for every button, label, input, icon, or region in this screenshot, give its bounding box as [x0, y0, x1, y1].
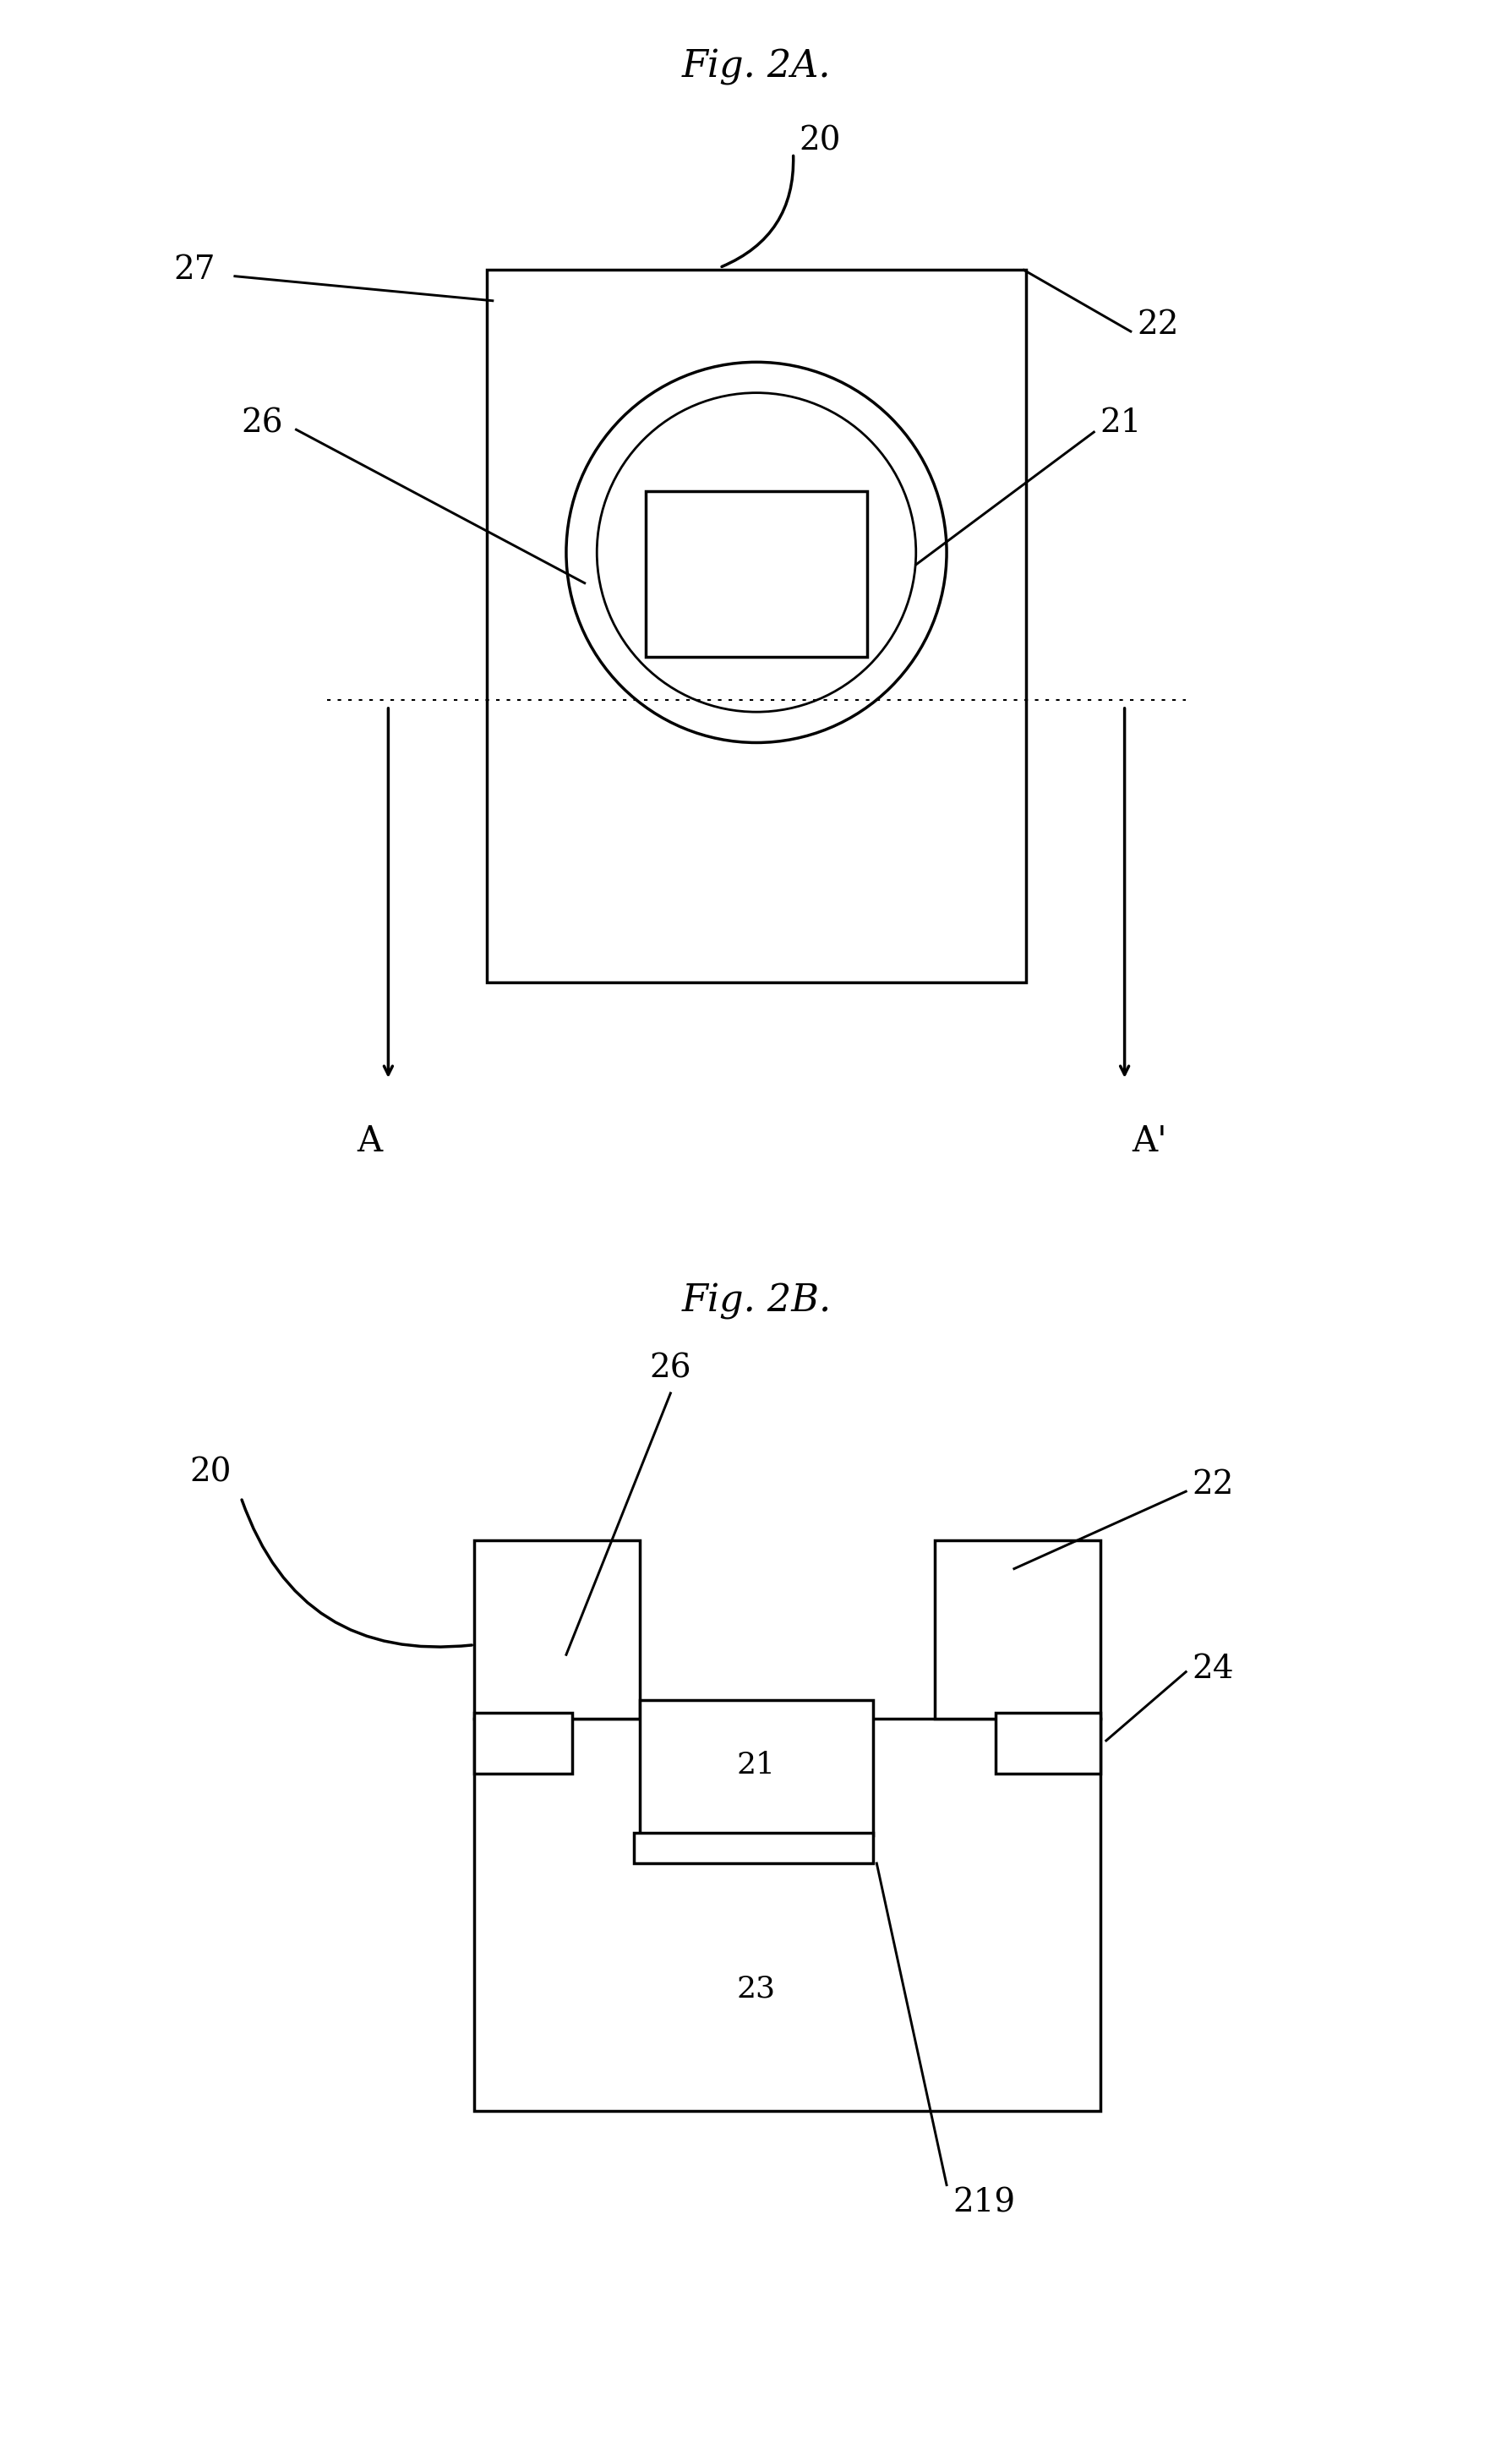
Text: Fig. 2A.: Fig. 2A. [682, 49, 830, 86]
Text: 219: 219 [953, 2187, 1015, 2219]
Bar [995, 1714, 1099, 1773]
Bar [646, 491, 866, 655]
Text: 20: 20 [189, 1458, 231, 1488]
Text: 26: 26 [240, 408, 283, 439]
Bar [634, 1831, 872, 1863]
Bar [487, 270, 1025, 982]
Circle shape [565, 361, 947, 741]
Text: 22: 22 [1136, 309, 1178, 341]
Text: 21: 21 [1099, 408, 1142, 439]
Bar [934, 1542, 1099, 1718]
Text: 20: 20 [798, 125, 841, 157]
Text: Fig. 2B.: Fig. 2B. [682, 1282, 830, 1318]
Bar [473, 1714, 572, 1773]
Text: 27: 27 [174, 255, 215, 285]
Bar [473, 1542, 640, 1718]
Text: 23: 23 [736, 1974, 776, 2003]
Text: 24: 24 [1191, 1655, 1234, 1684]
Text: 26: 26 [649, 1353, 691, 1385]
Bar [473, 1718, 1099, 2111]
Text: A': A' [1131, 1122, 1166, 1159]
Circle shape [597, 393, 915, 712]
Text: A: A [357, 1122, 383, 1159]
Text: 21: 21 [736, 1750, 776, 1780]
Text: 22: 22 [1191, 1471, 1234, 1500]
Bar [640, 1699, 872, 1834]
